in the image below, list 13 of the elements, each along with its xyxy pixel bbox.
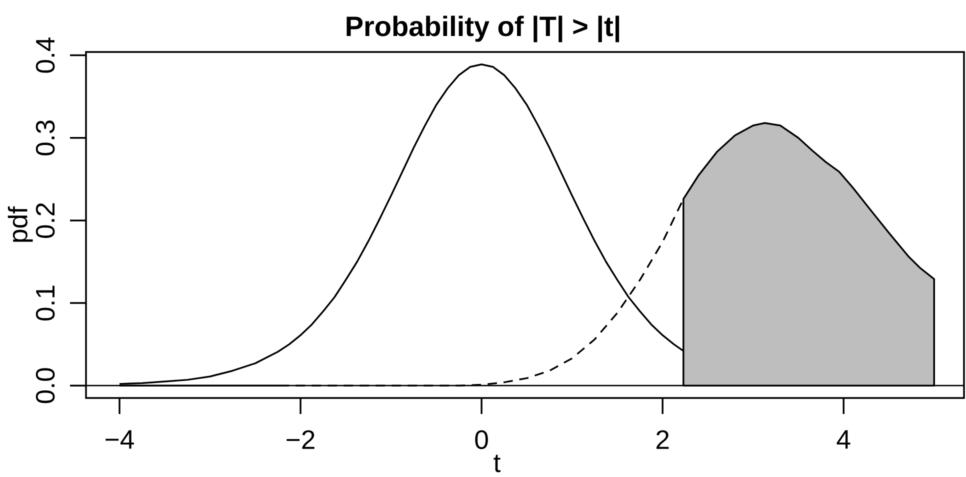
x-tick-label: 2 [656,430,669,449]
x-tick-label: −2 [286,430,314,449]
chart-title: Probability of |T| > |t| [346,16,620,42]
y-axis-title: pdf [8,206,33,242]
x-tick-label: 0 [475,430,488,450]
x-axis-title: t [494,454,501,472]
y-tick-label: 0.4 [36,38,55,73]
x-tick-label: 4 [836,430,850,449]
y-tick-label: 0.2 [36,203,55,238]
x-tick-label: −4 [106,430,134,449]
y-tick-label: 0.3 [36,120,55,156]
y-tick-label: 0.1 [36,286,55,321]
y-tick-label: 0.0 [36,368,55,404]
